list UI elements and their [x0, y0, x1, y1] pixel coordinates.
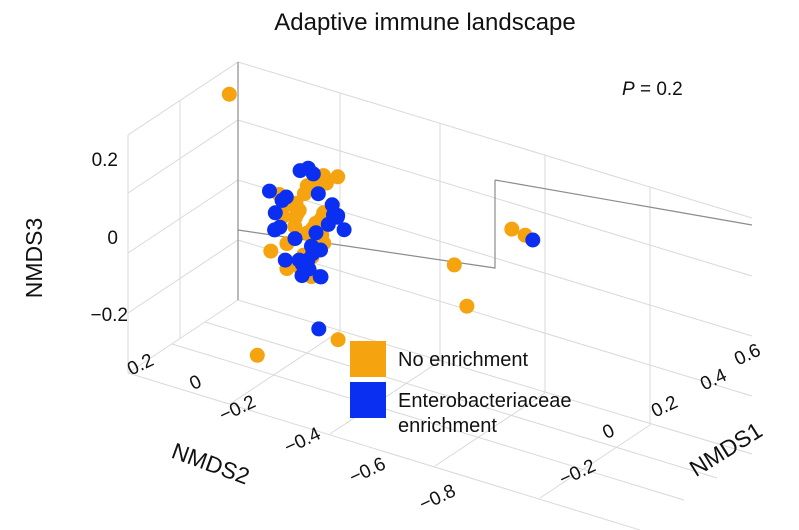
legend-label-no-enrichment: No enrichment: [398, 349, 529, 371]
x-tick-label: 0.6: [731, 340, 764, 370]
point-enterobacteriaceae: [274, 192, 290, 208]
z-axis-label: NMDS3: [21, 218, 47, 299]
points-layer: [221, 86, 541, 363]
point-no-enrichment: [221, 86, 237, 102]
p-value-text: = 0.2: [635, 79, 683, 100]
y-tick-label: −0.2: [216, 392, 259, 427]
y-tick-label: 0.2: [124, 350, 157, 380]
x-tick-label: 0.4: [697, 365, 730, 395]
y-tick-label: 0: [186, 371, 204, 395]
legend-label-enterobacteriaceae: Enterobacteriaceae enrichment: [398, 390, 571, 437]
point-enterobacteriaceae: [294, 268, 310, 284]
point-enterobacteriaceae: [267, 222, 283, 238]
z-tick-label: 0.2: [92, 150, 118, 171]
x-axis-label: NMDS1: [685, 417, 767, 482]
chart-title: Adaptive immune landscape: [274, 9, 576, 36]
z-tick-label: 0: [107, 228, 118, 249]
y-tick-label: −0.8: [416, 481, 459, 516]
point-enterobacteriaceae: [292, 163, 308, 179]
x-tick-label: 0.2: [648, 392, 681, 422]
point-enterobacteriaceae: [313, 269, 329, 285]
point-enterobacteriaceae: [291, 252, 307, 268]
y-tick-label: −0.6: [346, 454, 389, 489]
x-tick-label: 0: [599, 420, 617, 444]
point-enterobacteriaceae: [308, 225, 324, 241]
point-no-enrichment: [263, 243, 279, 259]
point-no-enrichment: [459, 298, 475, 314]
point-no-enrichment: [504, 221, 520, 237]
point-enterobacteriaceae: [267, 205, 283, 221]
side-wall-grid: [127, 61, 239, 373]
point-enterobacteriaceae: [525, 232, 541, 248]
point-enterobacteriaceae: [304, 238, 319, 254]
point-enterobacteriaceae: [277, 252, 293, 268]
y-axis-label: NMDS2: [168, 437, 253, 489]
point-enterobacteriaceae: [262, 183, 277, 199]
point-enterobacteriaceae: [287, 231, 303, 247]
point-enterobacteriaceae: [320, 216, 336, 232]
legend-swatch-enterobacteriaceae: [350, 382, 386, 418]
point-enterobacteriaceae: [305, 166, 321, 182]
point-enterobacteriaceae: [310, 186, 326, 202]
point-no-enrichment: [330, 332, 346, 348]
point-enterobacteriaceae: [336, 222, 352, 238]
y-tick-label: −0.4: [281, 423, 324, 458]
x-tick-label: −0.2: [556, 456, 599, 491]
depth-axis-line: [494, 179, 753, 226]
point-no-enrichment: [330, 169, 346, 185]
point-no-enrichment: [249, 347, 265, 363]
legend-swatch-no-enrichment: [350, 341, 386, 377]
z-tick-label: −0.2: [90, 305, 128, 326]
point-no-enrichment: [446, 257, 462, 273]
point-no-enrichment: [287, 218, 303, 234]
point-enterobacteriaceae: [311, 321, 327, 337]
legend: No enrichment Enterobacteriaceae enrichme…: [350, 341, 571, 437]
p-value-annotation: P = 0.2: [622, 79, 683, 100]
p-value-symbol: P: [622, 79, 635, 100]
